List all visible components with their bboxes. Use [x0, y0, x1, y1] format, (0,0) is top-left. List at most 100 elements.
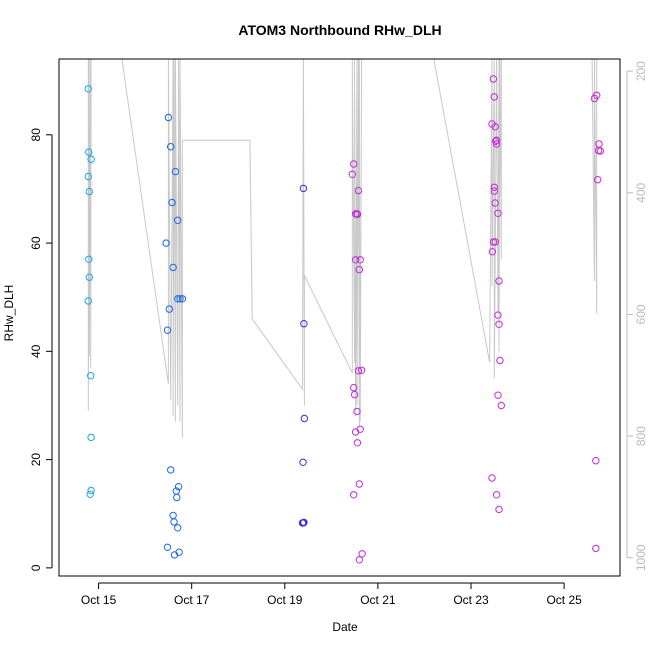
- y2-tick-label: 200: [634, 61, 648, 81]
- data-point: [350, 390, 359, 399]
- chart-title: ATOM3 Northbound RHw_DLH: [238, 22, 441, 38]
- data-point: [355, 556, 363, 564]
- data-point: [85, 148, 93, 156]
- y-tick-label: 60: [29, 236, 43, 250]
- y-tick-label: 0: [29, 564, 43, 571]
- x-tick-label: Oct 19: [267, 593, 303, 607]
- y2-tick-label: 800: [634, 426, 648, 446]
- data-point: [350, 160, 358, 168]
- x-axis-label: Date: [332, 620, 358, 634]
- y2-tick-label: 1000: [634, 544, 648, 571]
- data-point: [492, 136, 501, 144]
- data-point: [491, 123, 499, 131]
- data-point: [489, 75, 498, 83]
- data-point: [85, 273, 94, 281]
- data-point: [169, 511, 177, 520]
- data-point: [171, 167, 180, 176]
- data-point: [84, 297, 93, 305]
- data-point: [299, 184, 308, 193]
- data-point: [356, 256, 364, 264]
- data-point: [496, 356, 504, 365]
- data-point: [348, 170, 356, 179]
- x-tick-label: Oct 25: [546, 593, 582, 607]
- data-point: [356, 425, 364, 433]
- data-point: [168, 198, 176, 207]
- x-tick-label: Oct 23: [453, 593, 489, 607]
- data-point: [87, 372, 95, 380]
- data-point: [84, 85, 93, 93]
- data-point: [300, 518, 308, 527]
- data-point: [174, 216, 182, 225]
- data-point: [492, 137, 500, 146]
- data-point: [593, 91, 601, 100]
- data-point: [494, 209, 502, 218]
- data-point: [488, 248, 497, 256]
- data-point: [178, 295, 187, 303]
- data-point: [490, 187, 498, 195]
- x-tick-label: Oct 17: [174, 593, 210, 607]
- data-point: [355, 265, 363, 274]
- data-point: [491, 238, 499, 246]
- data-point: [169, 263, 177, 272]
- y-tick-label: 40: [29, 344, 43, 358]
- data-points: [84, 75, 605, 564]
- data-point: [84, 172, 93, 181]
- data-point: [300, 414, 309, 423]
- data-point: [350, 383, 358, 392]
- data-point: [494, 391, 502, 399]
- data-point: [163, 543, 172, 551]
- x-tick-label: Oct 15: [81, 593, 117, 607]
- data-point: [87, 486, 95, 495]
- data-point: [488, 474, 496, 482]
- data-point: [170, 518, 178, 526]
- data-point: [353, 439, 362, 447]
- data-point: [299, 458, 307, 466]
- data-point: [357, 366, 366, 374]
- data-point: [86, 490, 94, 498]
- y2-tick-label: 600: [634, 304, 648, 324]
- data-point: [85, 187, 94, 196]
- data-point: [495, 277, 503, 285]
- data-point: [354, 367, 363, 375]
- y-axis-label: RHw_DLH: [2, 285, 16, 342]
- data-point: [594, 176, 602, 184]
- data-point: [490, 93, 498, 101]
- data-point: [353, 407, 361, 416]
- data-point: [163, 326, 172, 334]
- plot-frame: [58, 58, 621, 577]
- data-point: [87, 155, 95, 163]
- data-point: [355, 480, 363, 488]
- data-point: [494, 311, 502, 319]
- data-point: [353, 210, 361, 218]
- data-point: [85, 255, 93, 263]
- data-point: [594, 146, 603, 155]
- data-point: [174, 483, 183, 491]
- data-point: [592, 544, 600, 553]
- data-point: [354, 186, 363, 195]
- data-point: [490, 183, 498, 192]
- x-tick-label: Oct 21: [360, 593, 396, 607]
- data-point: [350, 491, 358, 499]
- axes: Oct 15 Oct 17 Oct 19 Oct 21 Oct 23 Oct 25 0 20 4…: [29, 58, 648, 607]
- y-tick-label: 20: [29, 453, 43, 467]
- data-point: [167, 466, 175, 474]
- y-tick-label: 80: [29, 128, 43, 142]
- data-point: [495, 320, 503, 328]
- data-point: [87, 433, 95, 442]
- data-point: [175, 548, 183, 556]
- data-point: [300, 320, 308, 328]
- data-point: [165, 305, 174, 313]
- data-point: [592, 457, 600, 465]
- data-point: [164, 113, 173, 122]
- data-point: [491, 199, 499, 207]
- data-point: [358, 550, 366, 558]
- data-point: [167, 143, 175, 151]
- data-point: [173, 493, 181, 502]
- y2-tick-label: 400: [634, 182, 648, 202]
- data-point: [351, 256, 360, 264]
- data-point: [162, 239, 170, 247]
- data-point: [495, 505, 503, 514]
- data-point: [492, 491, 501, 499]
- data-point: [497, 401, 505, 410]
